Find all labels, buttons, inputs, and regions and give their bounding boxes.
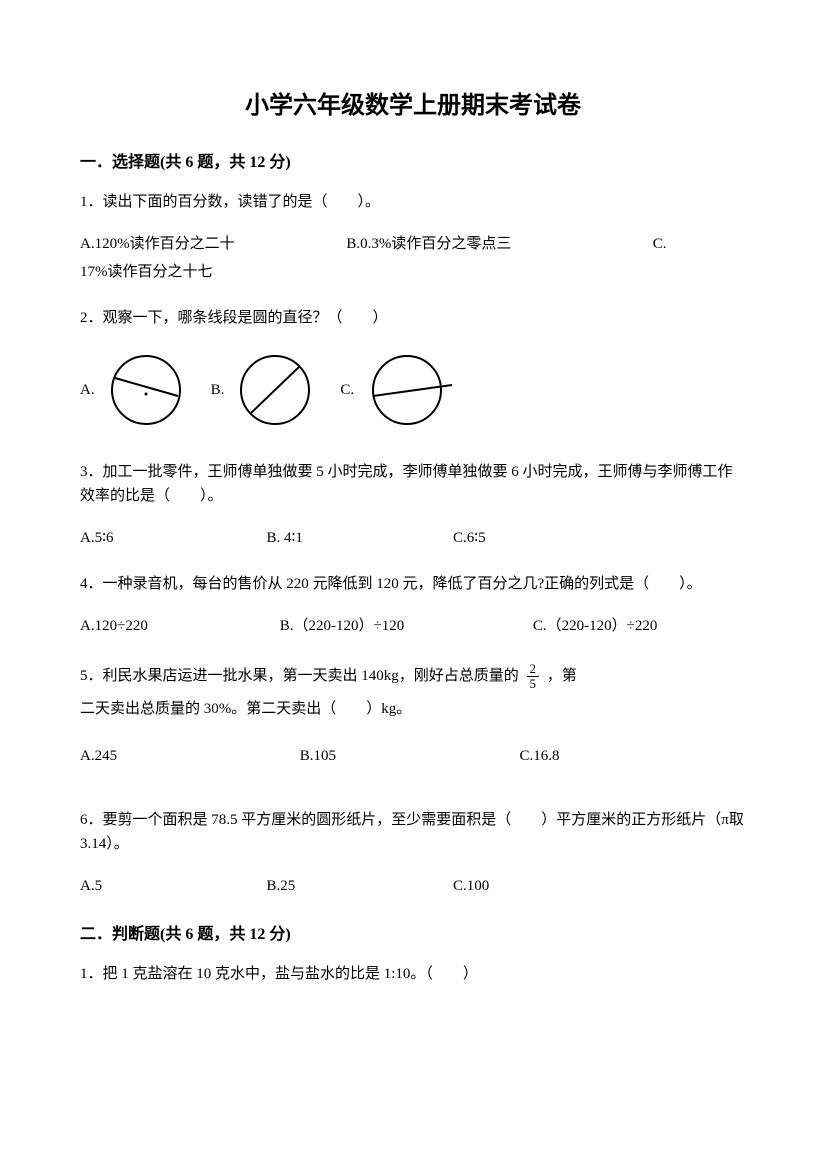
s2-q1-text: 1．把 1 克盐溶在 10 克水中，盐与盐水的比是 1:10。（ ） — [80, 962, 746, 986]
q4-option-a: A.120÷220 — [80, 614, 280, 638]
q5-option-b: B.105 — [300, 744, 520, 768]
section2-question-1: 1．把 1 克盐溶在 10 克水中，盐与盐水的比是 1:10。（ ） — [80, 962, 746, 986]
q6-options: A.5 B.25 C.100 — [80, 874, 746, 898]
q5-option-a: A.245 — [80, 744, 300, 768]
q2-label-b: B. — [211, 378, 225, 402]
section-2-header: 二．判断题(共 6 题，共 12 分) — [80, 920, 746, 944]
q5-options: A.245 B.105 C.16.8 — [80, 744, 746, 768]
q4-option-b: B.（220-120）÷120 — [280, 614, 533, 638]
section-1-header: 一．选择题(共 6 题，共 12 分) — [80, 148, 746, 172]
q2-diagram-c: C. — [340, 350, 460, 430]
question-2: 2．观察一下，哪条线段是圆的直径？（ ） A. B. C. — [80, 306, 746, 430]
q1-text: 1．读出下面的百分数，读错了的是（ ）。 — [80, 190, 746, 214]
q4-text: 4．一种录音机，每台的售价从 220 元降低到 120 元，降低了百分之几?正确… — [80, 572, 746, 596]
q6-option-c: C.100 — [453, 874, 673, 898]
q6-option-b: B.25 — [266, 874, 452, 898]
q2-diagram-a: A. — [80, 350, 191, 430]
q3-option-b: B. 4∶1 — [266, 526, 452, 550]
q6-text: 6．要剪一个面积是 78.5 平方厘米的圆形纸片，至少需要面积是（ ）平方厘米的… — [80, 808, 746, 856]
q6-option-a: A.5 — [80, 874, 266, 898]
page-title: 小学六年级数学上册期末考试卷 — [80, 85, 746, 120]
question-1: 1．读出下面的百分数，读错了的是（ ）。 A.120%读作百分之二十 B.0.3… — [80, 190, 746, 284]
question-5: 5．利民水果店运进一批水果，第一天卖出 140kg，刚好占总质量的 2 5 ，第… — [80, 660, 746, 768]
q1-option-b: B.0.3%读作百分之零点三 — [346, 232, 652, 256]
question-3: 3．加工一批零件，王师傅单独做要 5 小时完成，李师傅单独做要 6 小时完成，王… — [80, 460, 746, 550]
q2-label-a: A. — [80, 378, 95, 402]
q2-text: 2．观察一下，哪条线段是圆的直径？（ ） — [80, 306, 746, 330]
circle-a-icon — [101, 350, 191, 430]
q5-text-part1: 5．利民水果店运进一批水果，第一天卖出 140kg，刚好占总质量的 — [80, 668, 519, 684]
q2-diagrams: A. B. C. — [80, 350, 746, 430]
q1-option-c-line2: 17%读作百分之十七 — [80, 260, 746, 284]
q2-diagram-b: B. — [211, 350, 321, 430]
q3-option-a: A.5∶6 — [80, 526, 266, 550]
q1-options: A.120%读作百分之二十 B.0.3%读作百分之零点三 C. — [80, 232, 746, 256]
question-4: 4．一种录音机，每台的售价从 220 元降低到 120 元，降低了百分之几?正确… — [80, 572, 746, 638]
q4-option-c: C.（220-120）÷220 — [533, 614, 657, 638]
q3-option-c: C.6∶5 — [453, 526, 673, 550]
q3-options: A.5∶6 B. 4∶1 C.6∶5 — [80, 526, 746, 550]
q5-text: 5．利民水果店运进一批水果，第一天卖出 140kg，刚好占总质量的 2 5 ，第… — [80, 660, 746, 726]
q5-option-c: C.16.8 — [520, 744, 740, 768]
circle-b-icon — [230, 350, 320, 430]
q5-frac-den: 5 — [527, 677, 540, 691]
q4-options: A.120÷220 B.（220-120）÷120 C.（220-120）÷22… — [80, 614, 746, 638]
q5-text-part2: ，第 — [547, 668, 577, 684]
question-6: 6．要剪一个面积是 78.5 平方厘米的圆形纸片，至少需要面积是（ ）平方厘米的… — [80, 808, 746, 898]
circle-c-icon — [360, 350, 460, 430]
q1-option-a: A.120%读作百分之二十 — [80, 232, 346, 256]
q5-fraction: 2 5 — [527, 662, 540, 692]
q1-option-c: C. — [653, 232, 667, 256]
q5-frac-num: 2 — [527, 662, 540, 677]
q3-text: 3．加工一批零件，王师傅单独做要 5 小时完成，李师傅单独做要 6 小时完成，王… — [80, 460, 746, 508]
q2-label-c: C. — [340, 378, 354, 402]
q5-text-part3: 二天卖出总质量的 30%。第二天卖出（ ）kg。 — [80, 701, 411, 717]
